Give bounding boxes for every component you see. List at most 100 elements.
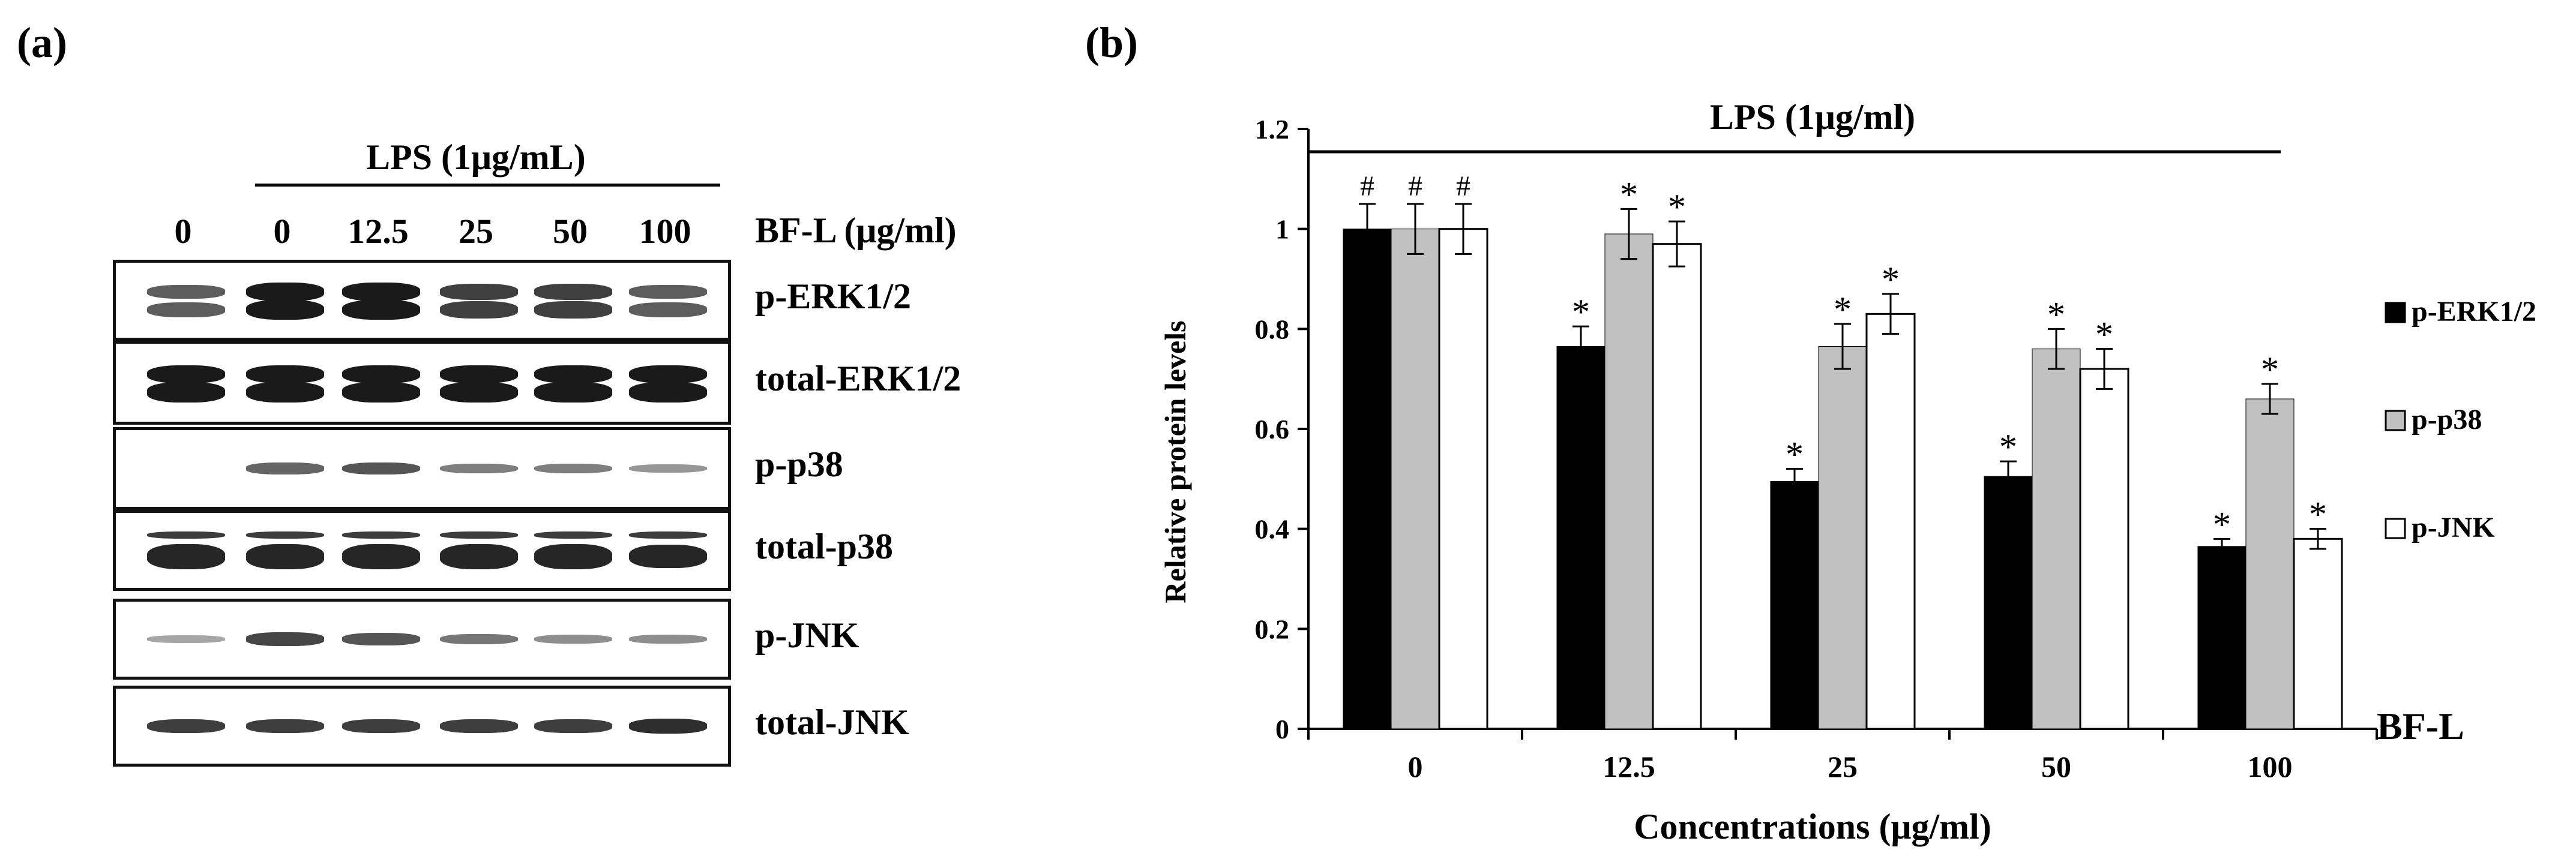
bar — [2293, 537, 2343, 730]
blot-band — [629, 365, 707, 384]
significance-mark: * — [2047, 295, 2065, 334]
blot-band — [534, 382, 612, 403]
bar — [2245, 398, 2295, 729]
lane-label: 100 — [639, 212, 691, 251]
legend-swatch — [2385, 518, 2406, 539]
significance-mark: * — [1668, 187, 1686, 227]
significance-mark: * — [2095, 315, 2113, 355]
blot-band — [534, 719, 612, 733]
blot-band — [629, 285, 707, 299]
blot-band — [147, 365, 225, 384]
blot-band — [534, 463, 612, 474]
legend-label: p-ERK1/2 — [2412, 296, 2536, 328]
x-tick-label: 0 — [1408, 750, 1423, 783]
x-tick-label: 12.5 — [1602, 750, 1655, 783]
significance-mark: * — [1834, 290, 1852, 329]
lane-label: 25 — [459, 212, 493, 251]
lane-label: 50 — [553, 212, 588, 251]
blot-label: total-p38 — [755, 526, 893, 566]
y-tick-label: 0.2 — [1255, 614, 1290, 644]
blot-band — [147, 635, 225, 643]
blot-band — [147, 719, 225, 733]
lps-header-a: LPS (1μg/mL) — [366, 137, 586, 177]
blot-band — [147, 531, 225, 539]
significance-mark: * — [1786, 435, 1804, 474]
blot-band — [342, 283, 420, 301]
significance-mark: # — [1360, 170, 1374, 202]
blot-band — [246, 299, 324, 320]
blot-band — [629, 382, 707, 403]
blot-band — [342, 365, 420, 384]
y-tick-label: 0.8 — [1255, 314, 1290, 344]
blot-band — [629, 302, 707, 317]
blot-label: p-JNK — [755, 615, 859, 655]
blot-band — [629, 464, 707, 473]
blot-band — [147, 285, 225, 299]
blot-label: p-p38 — [755, 444, 843, 484]
blot-band — [342, 719, 420, 733]
blot-band — [147, 382, 225, 403]
blot-band — [534, 531, 612, 539]
blot-p-jnk — [113, 599, 731, 680]
blot-band — [246, 462, 324, 474]
lane-label: 0 — [273, 212, 291, 251]
legend-label: p-p38 — [2412, 404, 2482, 435]
legend-label: p-JNK — [2412, 512, 2495, 543]
bfl-side-label: BF-L — [2377, 705, 2464, 747]
significance-mark: * — [2309, 495, 2327, 534]
blot-band — [534, 543, 612, 569]
y-tick-label: 1.2 — [1255, 114, 1290, 145]
blot-band — [342, 299, 420, 320]
significance-mark: * — [1882, 260, 1900, 299]
blot-band — [629, 719, 707, 734]
blot-band — [246, 632, 324, 646]
blot-band — [440, 719, 518, 733]
bar — [1438, 228, 1488, 730]
blot-band — [629, 544, 707, 569]
y-axis-label: Relative protein levels — [1158, 320, 1192, 603]
bar — [1770, 481, 1819, 729]
blot-band — [342, 462, 420, 475]
bar — [2197, 546, 2246, 729]
blot-band — [440, 531, 518, 539]
bar — [1391, 229, 1440, 729]
blot-total-jnk — [113, 686, 731, 767]
blot-band — [147, 543, 225, 569]
blot-band — [342, 531, 420, 539]
x-tick-label: 100 — [2248, 750, 2293, 783]
blot-band — [246, 543, 324, 569]
significance-mark: * — [2213, 504, 2231, 544]
bar — [1818, 346, 1867, 729]
y-tick-label: 0.4 — [1255, 514, 1290, 545]
blot-label: total-JNK — [755, 702, 909, 742]
bar — [1652, 243, 1702, 730]
blot-total-p38 — [113, 510, 731, 591]
significance-mark: # — [1456, 170, 1470, 202]
blot-band — [246, 382, 324, 403]
significance-mark: * — [1572, 292, 1590, 332]
lane-label: 12.5 — [348, 212, 409, 251]
x-axis-label: Concentrations (μg/ml) — [1634, 807, 1991, 846]
bar — [1556, 346, 1605, 729]
blot-band — [534, 301, 612, 319]
blot-band — [342, 382, 420, 403]
lane-label: 0 — [174, 212, 192, 251]
bars: # # # * * * * * * * * * * * * — [1343, 170, 2343, 730]
bar — [1343, 229, 1392, 729]
blot-band — [629, 634, 707, 644]
significance-mark: * — [1620, 175, 1638, 214]
blot-band — [342, 543, 420, 569]
blot-band — [440, 463, 518, 474]
significance-mark: * — [1999, 427, 2017, 467]
y-tick-label: 0.6 — [1255, 414, 1290, 444]
blot-band — [440, 365, 518, 384]
bar — [1865, 313, 1916, 730]
blot-band — [342, 633, 420, 645]
bar — [1984, 476, 2033, 729]
blot-band — [534, 634, 612, 644]
blot-total-erk1-2 — [113, 341, 731, 425]
chart-title: LPS (1μg/ml) — [1710, 97, 1915, 137]
y-tick-label: 0 — [1275, 714, 1289, 744]
blot-label: p-ERK1/2 — [755, 276, 912, 316]
blot-band — [440, 633, 518, 645]
